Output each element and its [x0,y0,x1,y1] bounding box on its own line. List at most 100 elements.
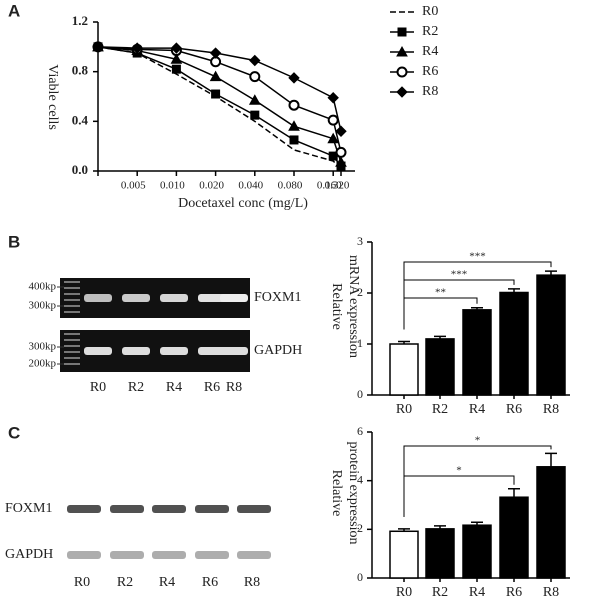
blot-row-label: FOXM1 [5,501,52,516]
bar [389,530,419,579]
x-tick-label: R8 [543,402,559,417]
bar [499,291,529,396]
line [97,46,342,170]
y-tick-label: 1 [357,336,363,350]
gel-band [122,294,150,302]
y-tick-label: 0.8 [72,63,89,78]
ladder-band [64,339,80,341]
significance-label: *** [469,251,486,263]
y-tick-label: 2 [357,521,363,535]
point [289,135,299,145]
x-tick-label: R2 [432,402,448,417]
lane-label: R8 [226,380,242,395]
line [97,46,342,163]
gel-row-label: GAPDH [254,343,302,358]
gel-band [122,347,150,355]
blot-band [67,551,101,559]
y-axis-label: mRNA expression [346,255,361,358]
bar [389,343,419,396]
blot-row-label: GAPDH [5,547,53,562]
point [288,99,300,111]
bar [536,466,566,579]
point [248,94,261,105]
x-tick-label: R0 [396,585,412,600]
gel-band [220,294,248,302]
panel-label: A [8,1,20,20]
significance-label: ** [435,287,446,299]
point [327,114,339,126]
point [249,54,261,67]
x-axis-label: Docetaxel conc (mg/L) [178,196,308,211]
point [335,125,347,137]
bar [536,274,566,396]
x-tick-label: R0 [396,402,412,417]
y-tick-label: 2 [357,285,363,299]
x-tick-label: R4 [469,402,485,417]
lane-label: R2 [117,575,133,590]
error-bar [545,452,557,467]
point [396,86,408,98]
error-bar [508,288,520,293]
error-bar [471,521,483,526]
panel-label: B [8,232,20,251]
size-marker: 300kp [29,341,57,353]
lane-label: R0 [74,575,90,590]
y-tick-label: 4 [357,472,363,486]
x-tick-label: 0.010 [160,180,185,192]
size-marker: 300kp [29,300,57,312]
size-marker: 400kp [29,281,57,293]
lane-label: R6 [202,575,218,590]
y-tick-label: 1.2 [72,13,88,28]
ladder-band [64,287,80,289]
x-tick-label: 0.040 [238,180,263,192]
x-tick-label: R6 [506,402,522,417]
point [249,71,261,83]
point [209,47,222,59]
gel-band [160,294,188,302]
ladder-band [64,357,80,359]
blot-band [110,551,144,559]
ladder-band [64,333,80,335]
point [250,110,260,120]
line [97,46,342,167]
x-tick-label: 0.080 [278,180,303,192]
lane-label: R0 [90,380,106,395]
bar [499,496,529,579]
point [397,27,407,37]
gel-band [160,347,188,355]
error-bar [434,525,446,529]
x-tick-label: R8 [543,585,559,600]
significance-label: *** [451,269,468,281]
point [92,41,104,53]
error-bar [398,340,410,344]
blot-band [67,505,101,513]
x-tick-label: R4 [469,585,485,600]
point [288,120,300,131]
y-axis-label: Viable cells [45,64,60,130]
point [170,53,183,64]
point [396,45,408,57]
y-tick-label: 3 [357,234,363,248]
x-tick-label: 0.160 [317,180,342,192]
point [171,64,181,74]
ladder-band [64,293,80,295]
significance-bracket [403,279,515,330]
significance-bracket [403,445,552,517]
panel-label: C [8,423,20,442]
y-tick-label: 6 [357,424,363,438]
ladder-band [64,363,80,365]
error-bar [545,270,557,276]
gel-row-label: FOXM1 [254,290,301,305]
bar [462,309,492,396]
ladder-band [64,351,80,353]
blot-band [195,551,229,559]
significance-label: * [456,465,462,477]
significance-label: * [475,435,481,447]
bar [462,524,492,579]
x-tick-label: 0.020 [199,180,224,192]
x-tick-label: R6 [506,585,522,600]
point [335,146,347,158]
y-tick-label: 0 [357,387,363,401]
point [335,156,347,167]
size-marker: 200kp [29,358,57,370]
